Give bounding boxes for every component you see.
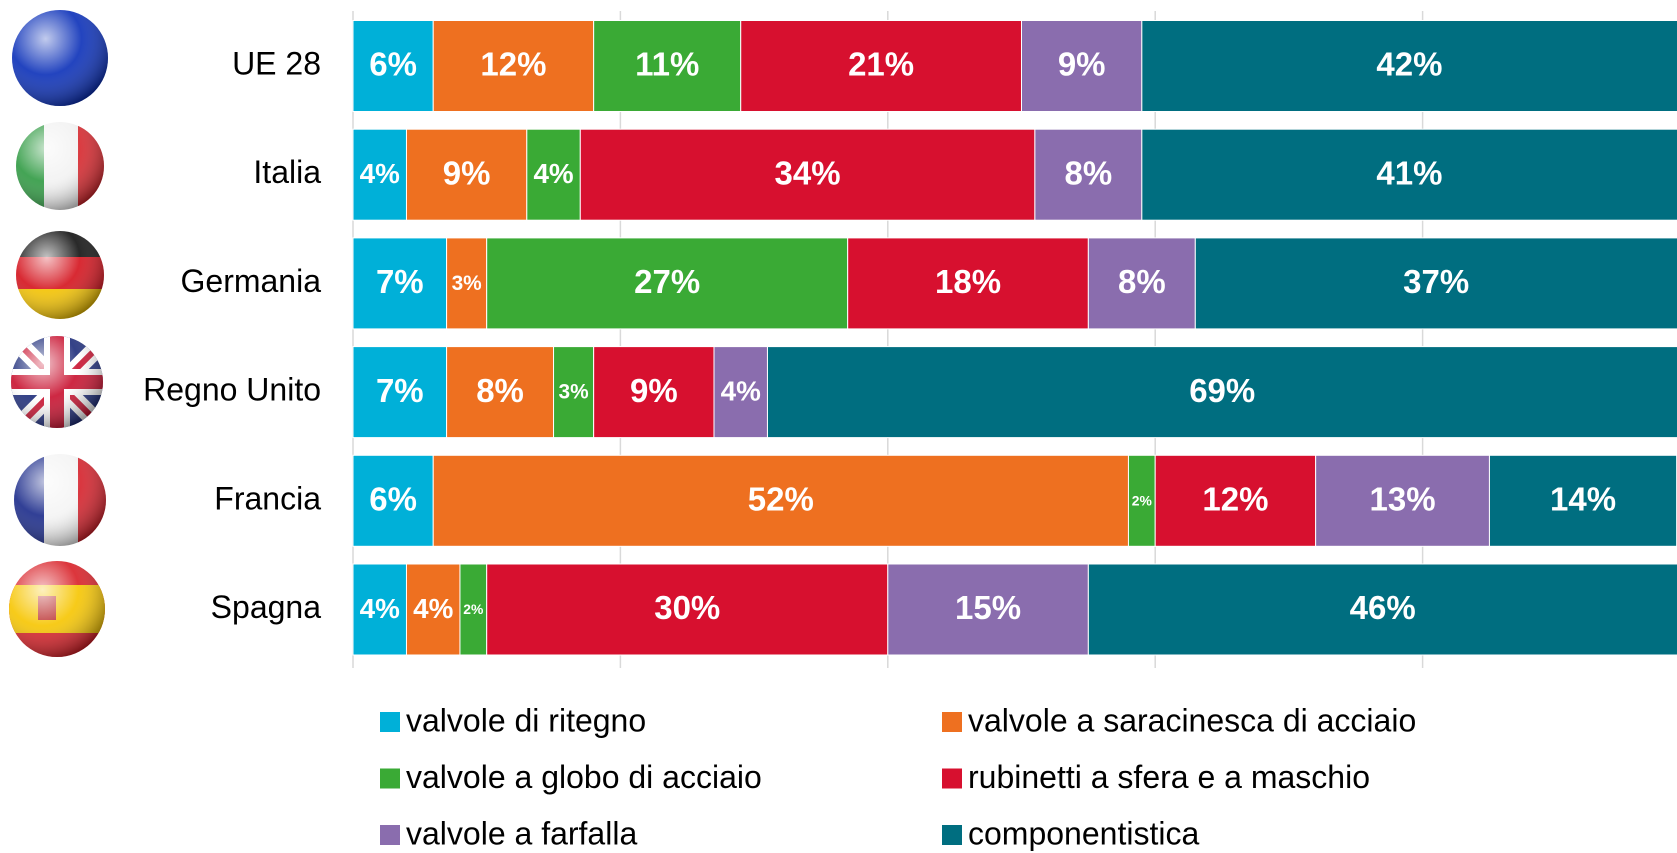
bar-segment: [405, 128, 528, 221]
bar-segment: [1087, 237, 1196, 330]
bar-segment: [352, 454, 434, 547]
legend-swatch: [942, 825, 962, 845]
data-label: 7%: [376, 263, 424, 300]
bar-segment: [446, 237, 488, 330]
flag-shine: [16, 231, 104, 319]
data-label: 4%: [533, 158, 573, 189]
data-label: 9%: [443, 154, 491, 191]
data-label: 2%: [463, 601, 483, 617]
legend-swatch: [942, 768, 962, 789]
bar-segment: [459, 563, 488, 656]
bar-segment: [486, 563, 889, 656]
data-label: 3%: [452, 272, 482, 295]
bar-segment: [1194, 237, 1677, 330]
legend-label: valvole di ritegno: [406, 702, 646, 738]
category-label: Francia: [214, 480, 321, 516]
flags: [9, 10, 108, 657]
category-label: Spagna: [211, 589, 322, 625]
category-label: Italia: [253, 154, 321, 190]
bar-segment: [352, 128, 407, 221]
bar-segment: [1141, 128, 1677, 221]
legend-swatch: [380, 712, 400, 732]
data-label: 9%: [1058, 46, 1106, 83]
data-label: 4%: [360, 158, 400, 189]
data-label: 46%: [1350, 589, 1416, 626]
bar-segment: [1315, 454, 1490, 547]
flag-shine: [11, 336, 103, 428]
data-label: 6%: [369, 481, 417, 518]
data-label: 12%: [1202, 481, 1268, 518]
data-label: 14%: [1550, 481, 1616, 518]
bar-segment: [887, 563, 1089, 656]
data-label: 13%: [1370, 481, 1436, 518]
bar-segment: [405, 563, 461, 656]
bar-segment: [352, 346, 448, 439]
legend-label: valvole a saracinesca di acciaio: [968, 702, 1416, 738]
category-label: Regno Unito: [143, 372, 321, 408]
bar-segment: [352, 20, 434, 112]
bar-segment: [1141, 20, 1677, 112]
data-label: 18%: [935, 263, 1001, 300]
flag-shine: [16, 122, 104, 210]
bar-segment: [553, 346, 595, 439]
bar-segment: [593, 20, 742, 112]
data-label: 15%: [955, 589, 1021, 626]
bar-segment: [579, 128, 1036, 221]
bar-segment: [432, 454, 1129, 547]
legend-swatch: [942, 712, 962, 732]
bar-segment: [352, 237, 448, 330]
bar-segment: [432, 20, 595, 112]
data-label: 7%: [376, 372, 424, 409]
data-label: 42%: [1376, 46, 1442, 83]
bar-segment: [847, 237, 1089, 330]
data-label: 8%: [1064, 154, 1112, 191]
category-label: Germania: [181, 263, 322, 299]
flag-shine: [14, 454, 106, 546]
data-label: 8%: [476, 372, 524, 409]
category-label: UE 28: [232, 45, 321, 81]
bar-segment: [1488, 454, 1677, 547]
bar-segment: [526, 128, 581, 221]
data-label: 30%: [654, 589, 720, 626]
flag-shine: [9, 561, 105, 657]
data-label: 69%: [1189, 372, 1255, 409]
data-label: 4%: [413, 593, 453, 624]
data-label: 11%: [635, 46, 699, 83]
data-label: 6%: [369, 46, 417, 83]
legend-label: componentistica: [968, 815, 1199, 851]
data-label: 4%: [360, 593, 400, 624]
data-label: 34%: [775, 154, 841, 191]
bar-segment: [766, 346, 1677, 439]
bar-segment: [1034, 128, 1143, 221]
flag-shine: [12, 10, 108, 106]
legend-swatch: [380, 768, 400, 789]
bar-segment: [486, 237, 849, 330]
bar-segment: [713, 346, 768, 439]
data-label: 9%: [630, 372, 678, 409]
bar-segment: [1154, 454, 1317, 547]
data-label: 3%: [559, 381, 589, 404]
legend-swatch: [380, 825, 400, 845]
data-label: 52%: [748, 481, 814, 518]
legend-label: rubinetti a sfera e a maschio: [968, 759, 1370, 795]
data-label: 8%: [1118, 263, 1166, 300]
data-label: 37%: [1403, 263, 1469, 300]
legend-label: valvole a farfalla: [406, 815, 637, 851]
data-label: 41%: [1376, 154, 1442, 191]
data-label: 2%: [1132, 492, 1152, 508]
data-label: 12%: [480, 46, 546, 83]
data-label: 21%: [848, 46, 914, 83]
plot: UE 28 6% 12% 11% 21% 9% 42% Italia 4% 9% 4% 34% 8% 41…: [143, 11, 1677, 851]
data-label: 27%: [634, 263, 700, 300]
legend-label: valvole a globo di acciaio: [406, 759, 762, 795]
data-label: 4%: [721, 375, 761, 406]
bar-segment: [1087, 563, 1677, 656]
